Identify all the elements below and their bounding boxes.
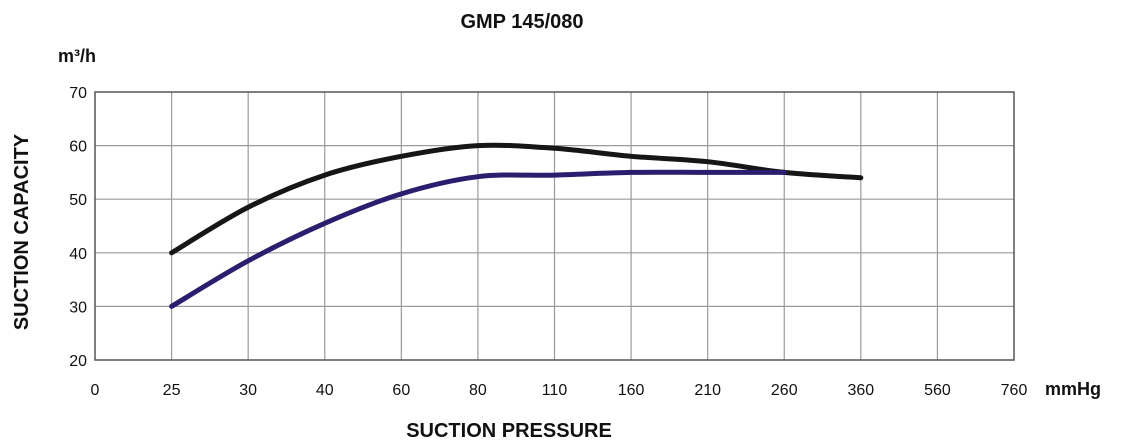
- series-line-1: [169, 142, 864, 256]
- x-tick-label: 760: [1001, 382, 1028, 399]
- y-tick-label: 60: [69, 139, 87, 156]
- series-lines: [169, 142, 864, 309]
- x-axis-title: SUCTION PRESSURE: [406, 420, 612, 442]
- y-tick-label: 70: [69, 85, 87, 102]
- x-tick-labels: 0 25 30 40 60 80 110 160 210 260 360 560 760: [91, 382, 1028, 399]
- y-tick-label: 20: [69, 353, 87, 370]
- y-axis-title: SUCTION CAPACITY: [11, 133, 33, 330]
- x-tick-label: 30: [239, 382, 257, 399]
- x-tick-label: 210: [694, 382, 721, 399]
- x-tick-label: 25: [163, 382, 181, 399]
- y-unit-label: m³/h: [58, 46, 96, 66]
- chart-title: GMP 145/080: [460, 11, 583, 33]
- x-tick-label: 0: [91, 382, 100, 399]
- x-tick-label: 160: [618, 382, 645, 399]
- x-tick-label: 360: [847, 382, 874, 399]
- grid-lines: [95, 92, 1014, 360]
- y-tick-label: 30: [69, 299, 87, 316]
- y-tick-label: 50: [69, 192, 87, 209]
- x-tick-label: 260: [771, 382, 798, 399]
- series-line-2: [169, 169, 787, 309]
- x-tick-label: 110: [542, 382, 568, 399]
- x-unit-label: mmHg: [1045, 379, 1101, 399]
- x-tick-label: 560: [924, 382, 951, 399]
- y-tick-label: 40: [69, 246, 87, 263]
- x-tick-label: 60: [392, 382, 410, 399]
- x-tick-label: 40: [316, 382, 334, 399]
- y-tick-labels: 20 30 40 50 60 70: [69, 85, 87, 370]
- x-tick-label: 80: [469, 382, 487, 399]
- plot-frame: [94, 91, 1015, 361]
